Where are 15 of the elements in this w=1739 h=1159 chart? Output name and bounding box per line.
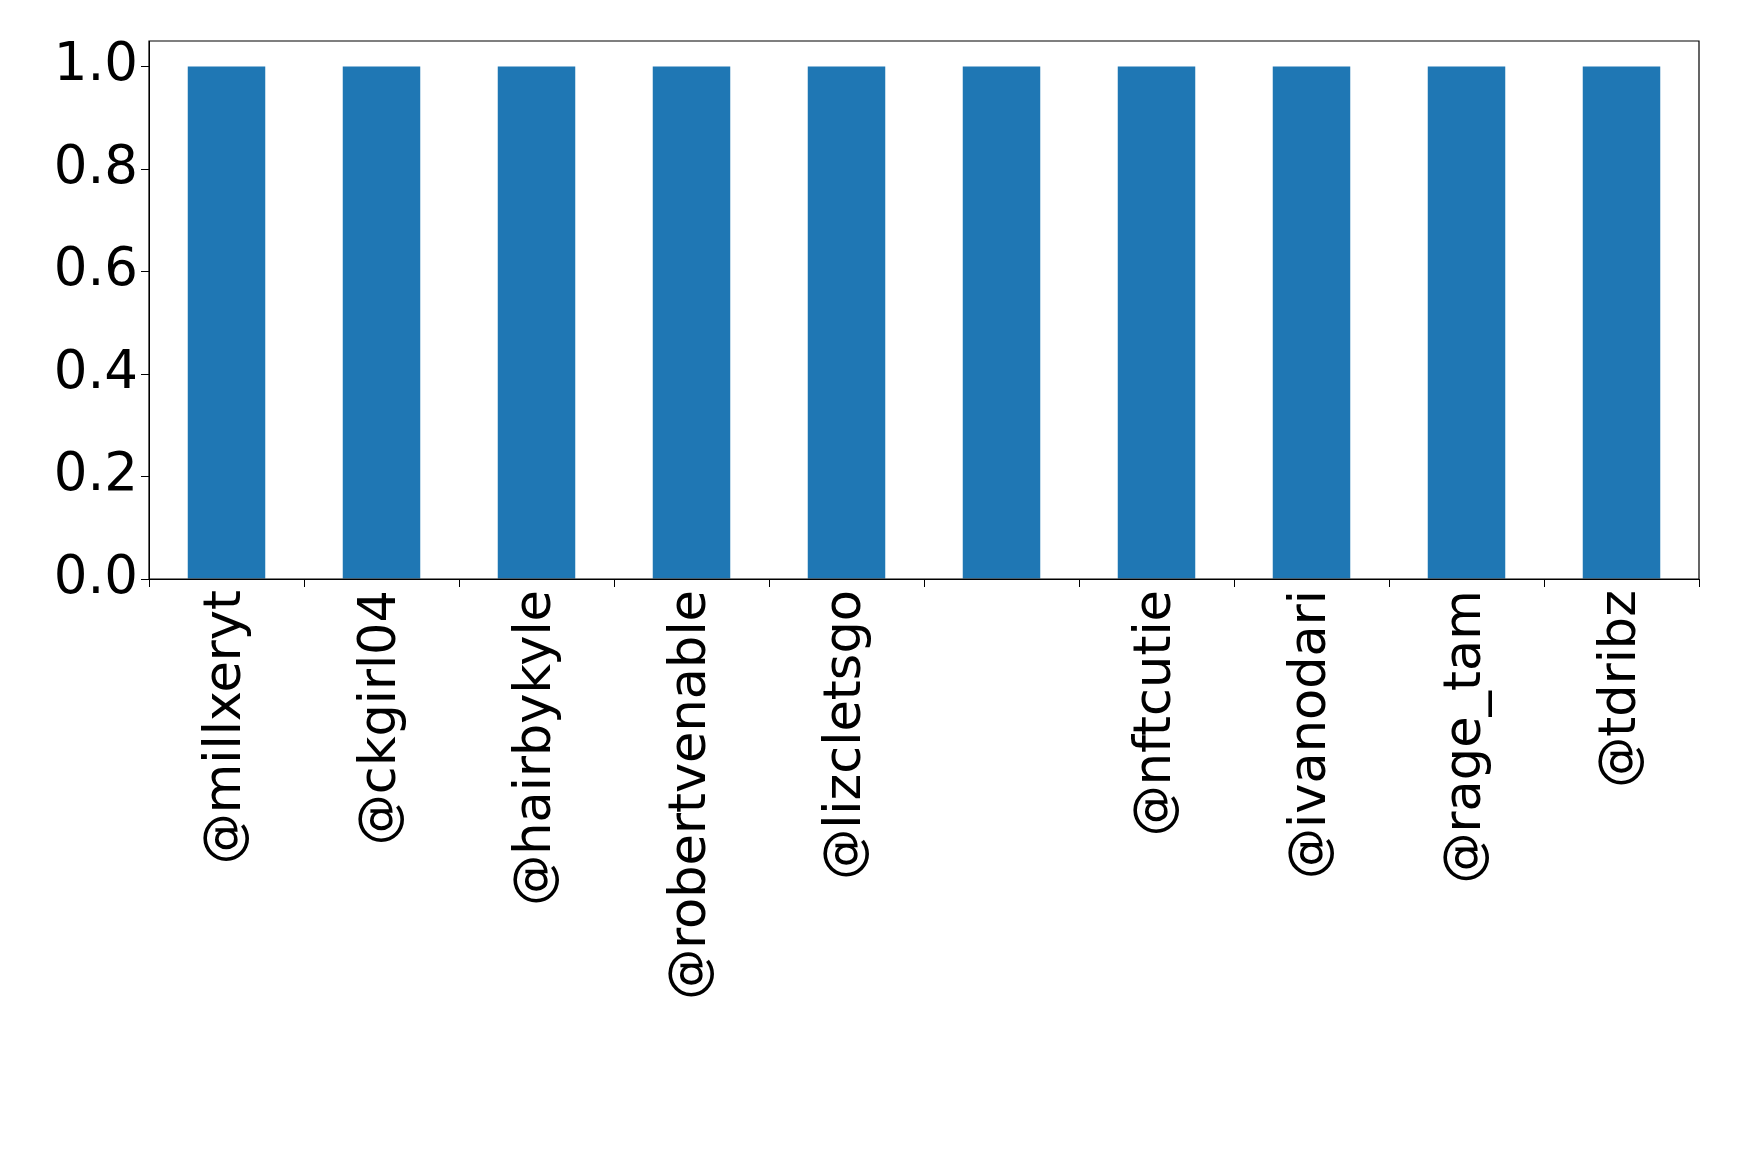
y-tick-label: 1.0 — [53, 31, 138, 93]
y-tick-label: 0.4 — [53, 338, 138, 400]
x-tick-label: @nftcutie — [1122, 590, 1182, 837]
x-tick-label: @hairbykyle — [502, 590, 562, 906]
x-tick-label: @ivanodari — [1277, 590, 1337, 879]
x-tick-label: @tdribz — [1587, 590, 1647, 788]
x-tick-label: @lizcletsgo — [812, 590, 872, 880]
x-tick-label: @rage_tam — [1432, 590, 1492, 884]
y-tick-label: 0.2 — [53, 441, 138, 503]
x-tick-label: @millxeryt — [192, 590, 252, 865]
y-tick-label: 0.8 — [53, 133, 138, 195]
x-tick-label: @ckgirl04 — [347, 590, 407, 846]
y-tick-label: 0.0 — [53, 543, 138, 605]
x-tick-label: @robertvenable — [657, 590, 717, 1000]
y-tick-label: 0.6 — [53, 236, 138, 298]
